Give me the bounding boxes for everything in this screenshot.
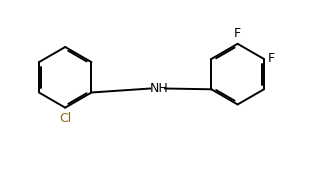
Text: NH: NH [150,82,169,95]
Text: F: F [234,27,241,40]
Text: Cl: Cl [59,112,71,125]
Text: F: F [268,52,275,65]
